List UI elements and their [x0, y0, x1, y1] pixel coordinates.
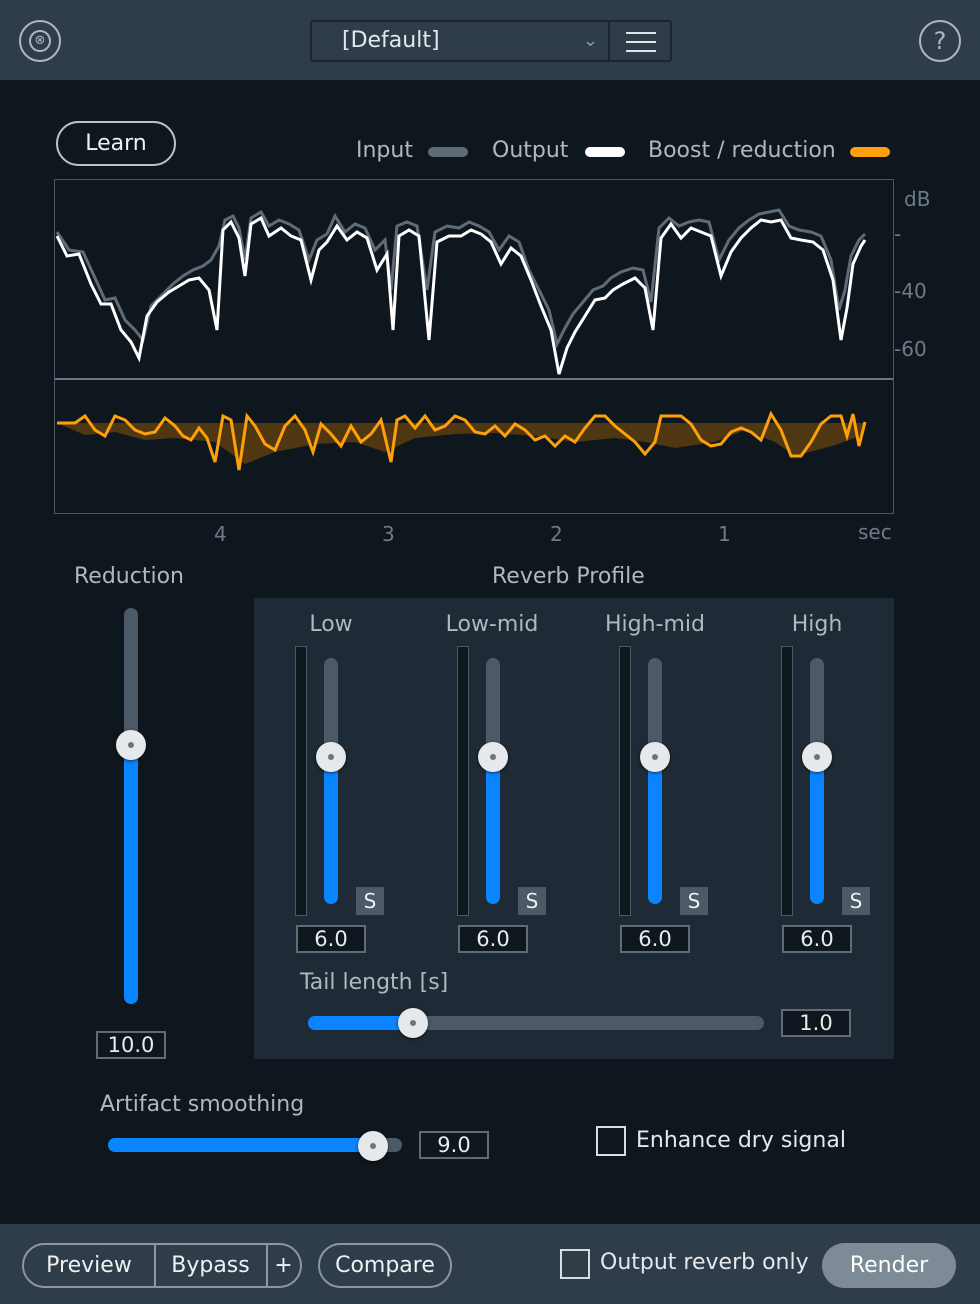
artifact-smoothing-slider-handle[interactable] [358, 1131, 388, 1161]
artifact-smoothing-slider-fill [108, 1138, 374, 1152]
band-high-slider-handle[interactable] [802, 742, 832, 772]
band-low-value[interactable]: 6.0 [296, 925, 366, 953]
waveform-display [54, 179, 894, 514]
bottom-bar: Preview Bypass + Compare Output reverb o… [0, 1224, 980, 1304]
band-high-meter [781, 646, 793, 916]
band-high-mid-solo-button[interactable]: S [680, 887, 708, 915]
reduction-title: Reduction [74, 564, 184, 589]
time-tick-3: 3 [382, 522, 395, 546]
band-low-mid-meter [457, 646, 469, 916]
legend-input-label: Input [356, 138, 413, 163]
tail-length-value[interactable]: 1.0 [781, 1009, 851, 1037]
band-low-slider-handle[interactable] [316, 742, 346, 772]
enhance-dry-signal-checkbox[interactable] [596, 1126, 626, 1156]
waveform-svg [55, 208, 893, 471]
band-low-solo-button[interactable]: S [356, 887, 384, 915]
output-line [55, 215, 867, 375]
help-icon[interactable]: ? [919, 20, 961, 62]
reduction-slider-fill [124, 745, 138, 1004]
band-high-mid-label: High-mid [604, 612, 705, 637]
reduction-line [57, 410, 867, 471]
render-button[interactable]: Render [822, 1243, 956, 1288]
output-reverb-only-checkbox[interactable] [560, 1249, 590, 1279]
band-high-mid-slider-handle[interactable] [640, 742, 670, 772]
band-low-mid-slider-handle[interactable] [478, 742, 508, 772]
band-high-mid-slider-fill [648, 757, 662, 904]
bypass-button[interactable]: Bypass [154, 1243, 268, 1288]
band-low-slider-fill [324, 757, 338, 904]
output-reverb-only-label: Output reverb only [600, 1250, 809, 1275]
preset-name: [Default] [342, 28, 440, 53]
band-low-mid-value[interactable]: 6.0 [458, 925, 528, 953]
legend-input-swatch [428, 147, 468, 157]
enhance-dry-signal-label: Enhance dry signal [636, 1128, 846, 1153]
preset-dropdown[interactable]: [Default] ⌄ [310, 20, 610, 62]
time-tick-4: 4 [214, 522, 227, 546]
tail-length-slider-fill [308, 1016, 414, 1030]
legend-boost-label: Boost / reduction [648, 138, 836, 163]
band-high-solo-button[interactable]: S [842, 887, 870, 915]
chevron-down-icon: ⌄ [582, 30, 598, 51]
band-low-label: Low [309, 612, 353, 637]
db-axis-tick-60: -60 [894, 337, 927, 361]
reduction-value[interactable]: 10.0 [96, 1031, 166, 1059]
artifact-smoothing-label: Artifact smoothing [100, 1092, 305, 1117]
band-high-mid-meter [619, 646, 631, 916]
db-axis-tick-40: -40 [894, 279, 927, 303]
preset-menu-button[interactable] [608, 20, 672, 62]
band-high-mid-value[interactable]: 6.0 [620, 925, 690, 953]
band-high-value[interactable]: 6.0 [782, 925, 852, 953]
tail-length-slider-handle[interactable] [398, 1008, 428, 1038]
input-line [55, 208, 867, 349]
top-bar: ⊗ [Default] ⌄ ? [0, 0, 980, 80]
hamburger-menu-icon [626, 32, 656, 34]
artifact-smoothing-value[interactable]: 9.0 [419, 1131, 489, 1159]
tail-length-label: Tail length [s] [300, 970, 449, 995]
legend-boost-swatch [850, 147, 890, 157]
reverb-profile-title: Reverb Profile [492, 564, 645, 589]
band-low-mid-label: Low-mid [445, 612, 539, 637]
preview-button[interactable]: Preview [22, 1243, 156, 1288]
time-axis-unit: sec [858, 520, 892, 544]
compare-button[interactable]: Compare [318, 1243, 452, 1288]
reduction-slider-handle[interactable] [116, 730, 146, 760]
band-low-meter [295, 646, 307, 916]
band-low-mid-slider-fill [486, 757, 500, 904]
time-tick-1: 1 [718, 522, 731, 546]
bypass-plus-button[interactable]: + [266, 1243, 302, 1288]
learn-button[interactable]: Learn [56, 121, 176, 166]
legend-output-label: Output [492, 138, 569, 163]
band-low-mid-solo-button[interactable]: S [518, 887, 546, 915]
band-high-slider-fill [810, 757, 824, 904]
db-axis-unit: dB [904, 187, 931, 211]
db-axis-tick: - [894, 222, 902, 246]
module-logo-icon[interactable]: ⊗ [19, 20, 61, 62]
legend-output-swatch [585, 147, 625, 157]
band-high-label: High [791, 612, 843, 637]
time-tick-2: 2 [550, 522, 563, 546]
